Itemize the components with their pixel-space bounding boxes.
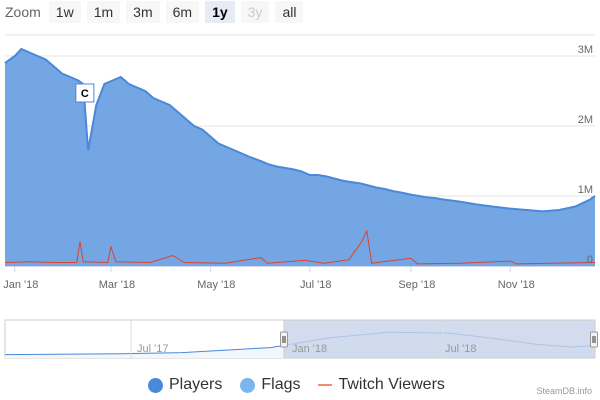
- zoom-1m-button[interactable]: 1m: [86, 1, 121, 23]
- legend: Players Flags Twitch Viewers: [148, 376, 445, 394]
- navigator-handle[interactable]: [280, 331, 288, 348]
- players-legend-icon: [148, 377, 163, 393]
- chart-svg: 0 1M 2M 3M Jan '18 Mar '18 May '18 Jul '18 Sep '…: [3, 34, 598, 359]
- y-tick-label: 0: [587, 254, 593, 266]
- y-tick-label: 1M: [578, 184, 593, 196]
- legend-label: Twitch Viewers: [338, 376, 445, 393]
- legend-label: Flags: [261, 376, 301, 393]
- x-tick-label: Mar '18: [99, 279, 135, 291]
- x-tick-label: Jul '18: [300, 279, 331, 291]
- flags-legend-icon: [240, 377, 256, 393]
- navigator-tick-label: Jul '18: [445, 343, 476, 355]
- legend-label: Players: [169, 376, 223, 393]
- zoom-1y-button[interactable]: 1y: [205, 1, 235, 23]
- y-tick-label: 3M: [578, 44, 593, 56]
- legend-item-twitch-viewers[interactable]: Twitch Viewers: [318, 376, 445, 394]
- y-tick-label: 2M: [578, 114, 593, 126]
- zoom-6m-button[interactable]: 6m: [165, 1, 200, 23]
- zoom-1w-button[interactable]: 1w: [48, 1, 81, 23]
- players-line: [4, 47, 596, 213]
- zoom-3y-button: 3y: [240, 1, 270, 23]
- flag-title: C: [81, 88, 89, 100]
- zoom-all-button[interactable]: all: [275, 1, 304, 23]
- range-selector: Zoom 1w 1m 3m 6m 1y 3y all: [5, 1, 304, 23]
- navigator-handle[interactable]: [590, 331, 598, 348]
- navigator-tick-label: Jan '18: [292, 343, 327, 355]
- flag-box: [75, 83, 95, 103]
- credit-link[interactable]: SteamDB.info: [536, 386, 592, 396]
- twitch-legend-icon: [318, 384, 333, 386]
- zoom-label: Zoom: [5, 4, 41, 20]
- legend-item-players[interactable]: Players: [148, 376, 222, 394]
- x-tick-label: Jan '18: [3, 279, 38, 291]
- navigator-tick-label: Jul '17: [137, 343, 168, 355]
- navigator-selected-range: [283, 319, 596, 359]
- x-tick-label: Sep '18: [398, 279, 435, 291]
- players-area: [5, 49, 595, 266]
- zoom-3m-button[interactable]: 3m: [126, 1, 160, 23]
- twitch-viewers-line: [4, 229, 596, 265]
- x-tick-label: Nov '18: [498, 279, 535, 291]
- legend-item-flags[interactable]: Flags: [240, 376, 300, 394]
- x-tick-label: May '18: [197, 279, 235, 291]
